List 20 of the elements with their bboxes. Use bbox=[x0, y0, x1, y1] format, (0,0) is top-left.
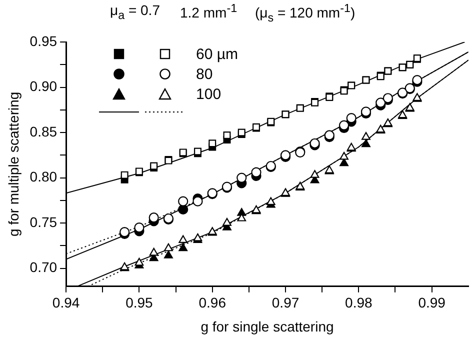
y-tick-label: 0.80 bbox=[30, 168, 58, 185]
x-tick-label: 0.98 bbox=[345, 294, 373, 311]
y-tick-label: 0.75 bbox=[30, 214, 58, 230]
legend-label: 80 bbox=[196, 66, 213, 82]
x-tick-label: 0.97 bbox=[272, 294, 300, 311]
legend-label: 100 bbox=[196, 86, 222, 102]
y-axis-title: g for multiple scattering bbox=[5, 92, 22, 237]
x-axis-title: g for single scattering bbox=[200, 318, 334, 334]
y-tick-label: 0.85 bbox=[30, 123, 58, 140]
legend-label: 60 µm bbox=[196, 46, 238, 62]
y-tick-label: 0.90 bbox=[30, 78, 58, 94]
x-tick-label: 0.94 bbox=[52, 294, 80, 311]
x-tick-label: 0.95 bbox=[126, 294, 154, 311]
x-tick-label: 0.96 bbox=[198, 294, 226, 311]
y-tick-label: 0.95 bbox=[30, 32, 58, 49]
text: (μ$_{s}$ = 120 mm$^{-1}$) bbox=[255, 2, 356, 24]
text: μ$_{a}$ = 0.7 bbox=[110, 2, 160, 22]
y-tick-label: 0.70 bbox=[30, 259, 58, 276]
x-tick-label: 0.99 bbox=[418, 294, 446, 311]
text: 1.2 mm$^{-1}$ bbox=[180, 2, 238, 21]
